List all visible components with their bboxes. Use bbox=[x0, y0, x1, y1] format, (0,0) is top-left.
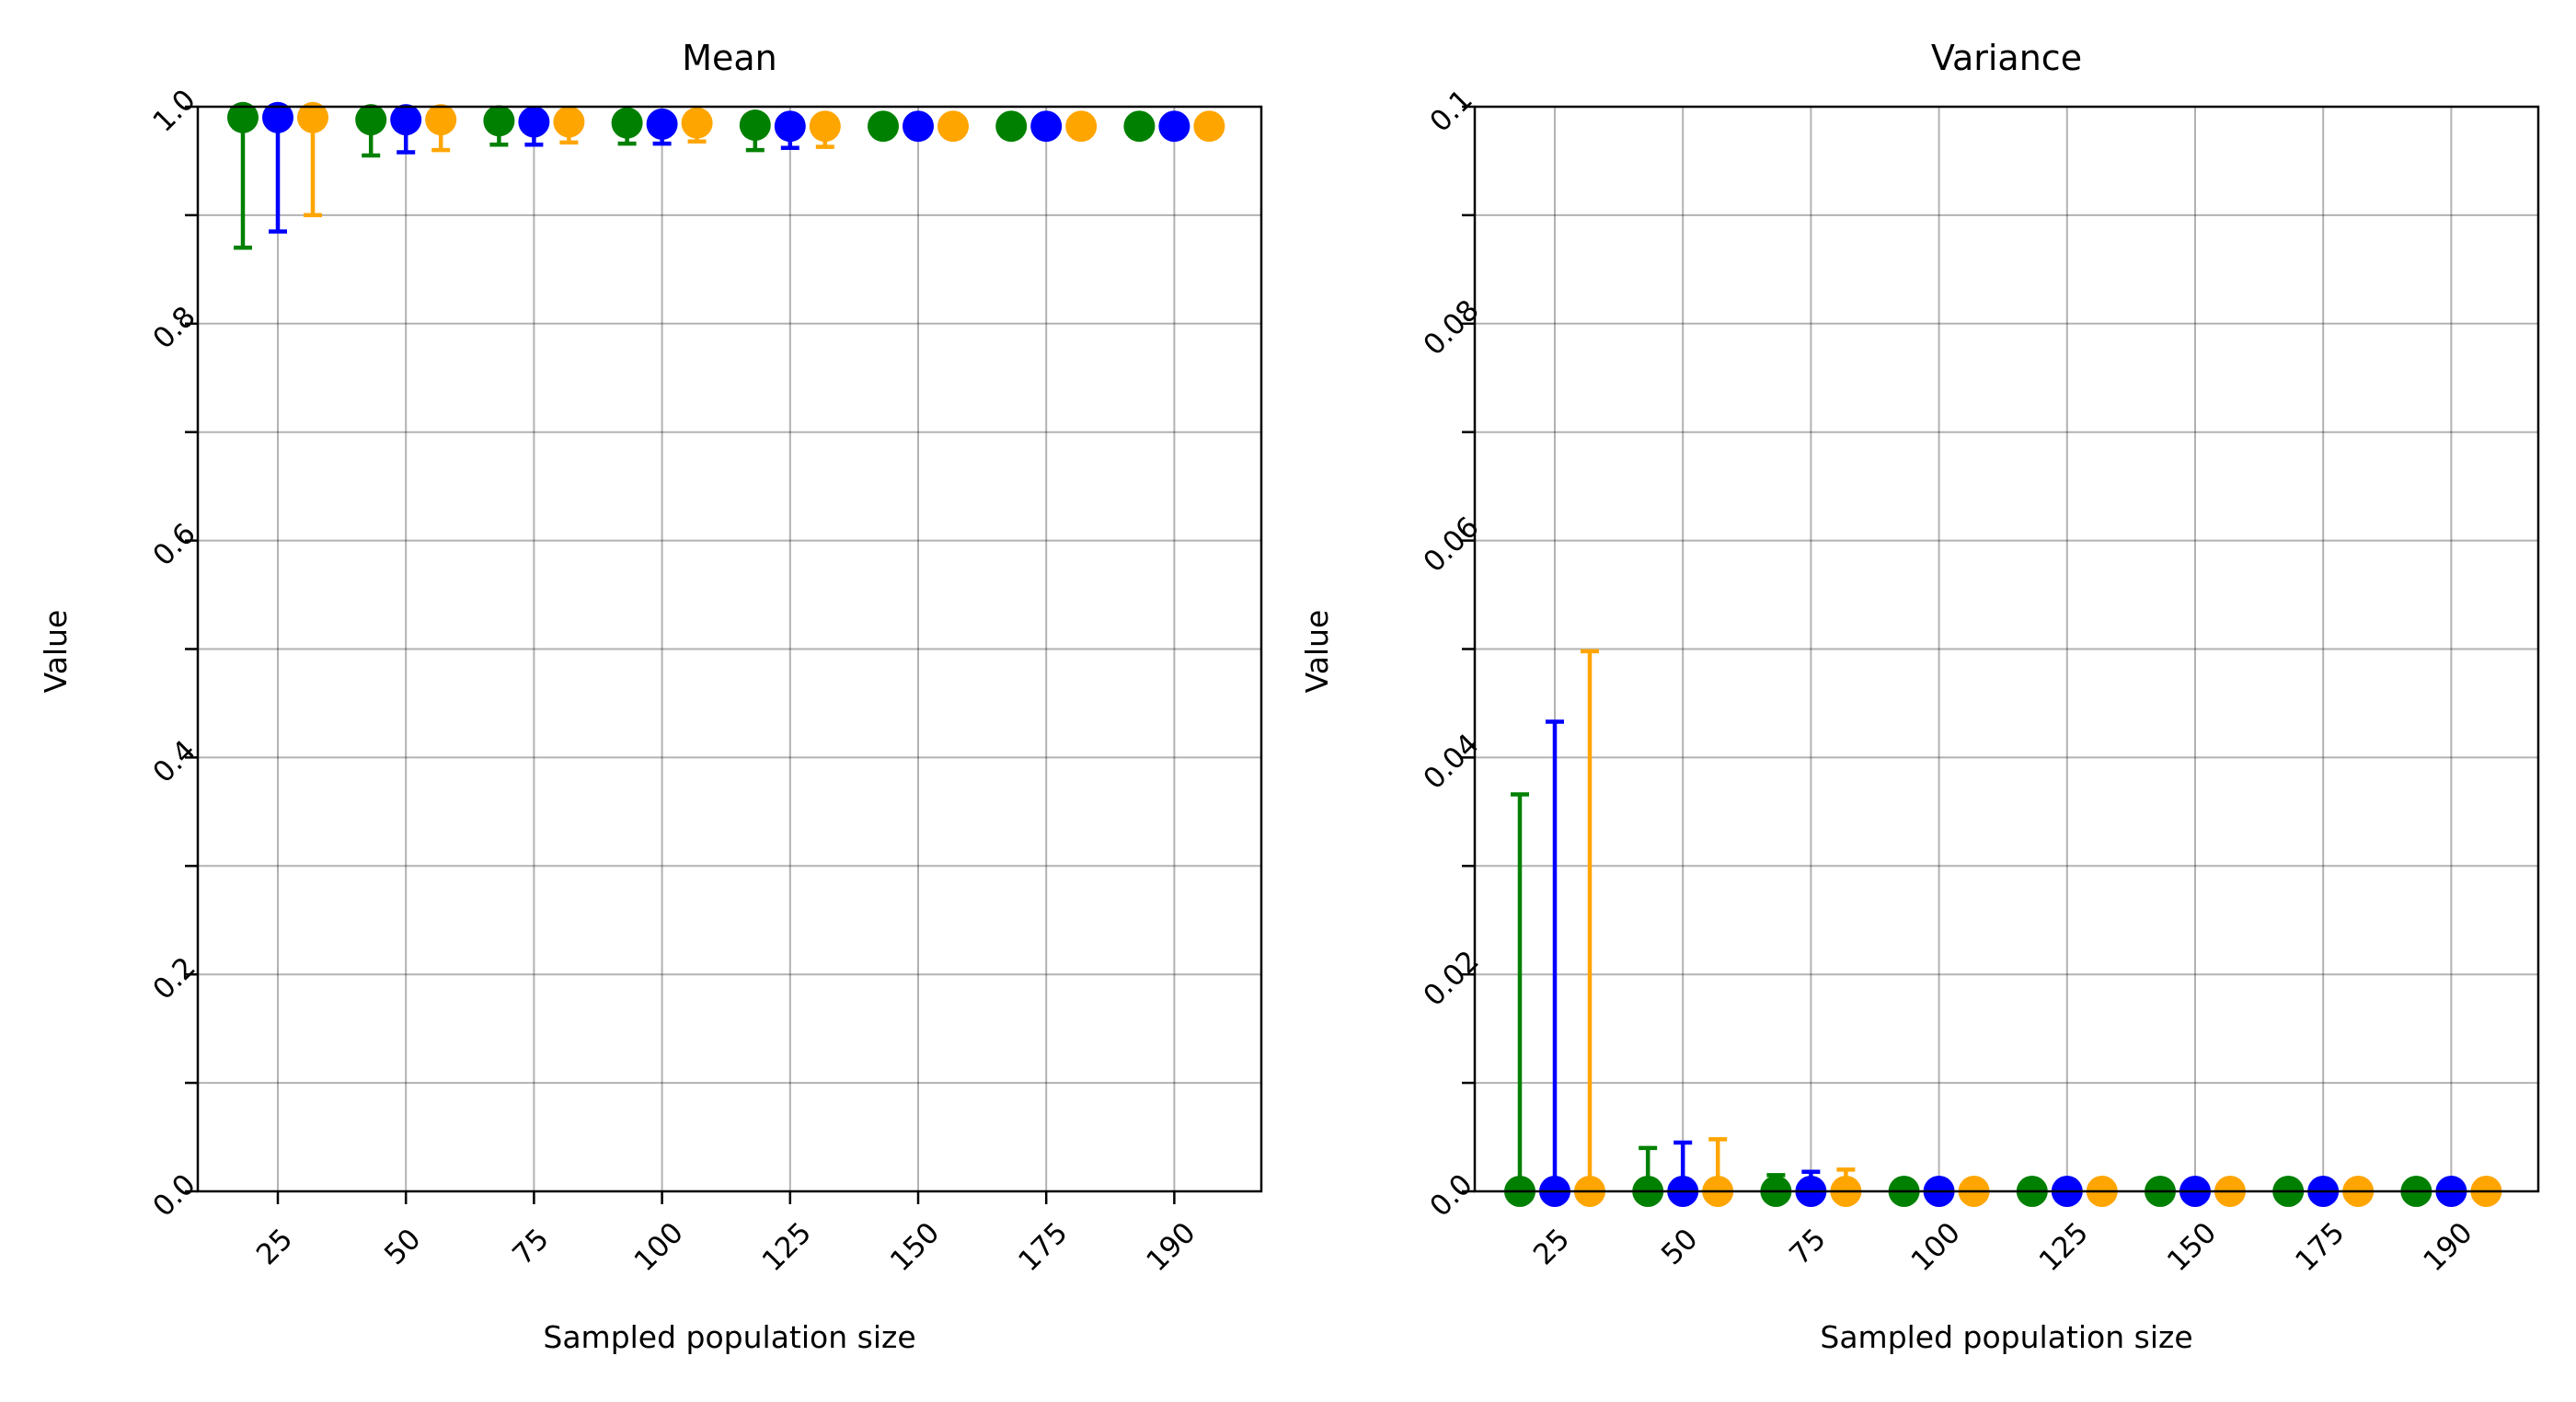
mean-xtick-label-1: 50 bbox=[378, 1223, 427, 1271]
variance-xtick-label-1: 50 bbox=[1655, 1223, 1704, 1271]
mean-green-point-6 bbox=[995, 110, 1028, 143]
mean-xtick-label-4: 125 bbox=[756, 1216, 818, 1278]
mean-orange-point-1 bbox=[425, 104, 457, 136]
mean-blue-point-3 bbox=[646, 108, 678, 140]
mean-blue-point-0 bbox=[262, 101, 293, 133]
mean-blue-point-5 bbox=[903, 110, 934, 143]
mean-xtick-label-3: 100 bbox=[628, 1216, 690, 1278]
mean-title: Mean bbox=[682, 38, 777, 78]
mean-orange-point-5 bbox=[937, 110, 969, 143]
mean-blue-point-7 bbox=[1158, 110, 1190, 143]
mean-panel: Mean Sampled population size Value 0.0 0.… bbox=[38, 38, 1263, 1355]
variance-xtick-label-0: 25 bbox=[1527, 1223, 1576, 1271]
mean-ytick-label-6: 0.6 bbox=[146, 517, 201, 572]
variance-xtick-label-6: 175 bbox=[2289, 1216, 2351, 1278]
mean-green-point-7 bbox=[1123, 110, 1156, 143]
variance-xtick-label-5: 150 bbox=[2161, 1216, 2223, 1278]
mean-xtick-label-6: 175 bbox=[1012, 1216, 1074, 1278]
mean-ytick-label-2: 0.2 bbox=[146, 951, 201, 1006]
mean-orange-point-4 bbox=[809, 110, 841, 143]
mean-xtick-label-5: 150 bbox=[884, 1216, 946, 1278]
variance-xtick-label-2: 75 bbox=[1783, 1223, 1832, 1271]
mean-xtick-label-2: 75 bbox=[506, 1223, 555, 1271]
mean-blue-point-1 bbox=[390, 104, 422, 136]
mean-ytick-label-4: 0.4 bbox=[146, 734, 201, 789]
mean-green-point-4 bbox=[739, 109, 771, 142]
variance-ytick-label-10: 0.1 bbox=[1423, 83, 1478, 138]
mean-orange-point-6 bbox=[1065, 110, 1098, 143]
mean-xtick-label-0: 25 bbox=[250, 1223, 299, 1271]
mean-orange-point-2 bbox=[553, 106, 585, 138]
mean-blue-point-4 bbox=[774, 110, 806, 143]
variance-ylabel: Value bbox=[1299, 610, 1335, 694]
mean-axes-frame bbox=[196, 105, 1263, 1193]
mean-orange-point-0 bbox=[297, 101, 328, 133]
mean-ytick-label-10: 1.0 bbox=[146, 83, 201, 138]
mean-green-point-2 bbox=[483, 105, 515, 137]
mean-orange-point-3 bbox=[681, 107, 713, 139]
mean-blue-point-6 bbox=[1030, 110, 1063, 143]
mean-xlabel: Sampled population size bbox=[543, 1319, 915, 1355]
mean-blue-point-2 bbox=[518, 106, 550, 138]
variance-xtick-label-4: 125 bbox=[2033, 1216, 2095, 1278]
variance-title: Variance bbox=[1931, 38, 2082, 78]
variance-axes-frame bbox=[1473, 105, 2540, 1193]
mean-green-point-1 bbox=[355, 104, 387, 136]
mean-green-point-5 bbox=[868, 110, 899, 143]
variance-panel: Variance Sampled population size Value 0… bbox=[1299, 38, 2540, 1355]
mean-green-point-3 bbox=[611, 107, 643, 139]
mean-xtick-label-7: 190 bbox=[1140, 1216, 1202, 1278]
mean-ylabel: Value bbox=[38, 610, 74, 694]
variance-ytick-label-0: 0.0 bbox=[1423, 1167, 1478, 1223]
variance-xlabel: Sampled population size bbox=[1820, 1319, 2192, 1355]
mean-orange-point-7 bbox=[1193, 110, 1225, 143]
mean-ytick-label-8: 0.8 bbox=[146, 300, 201, 355]
variance-xtick-label-7: 190 bbox=[2417, 1216, 2478, 1278]
mean-ytick-label-0: 0.0 bbox=[146, 1167, 201, 1223]
mean-green-point-0 bbox=[227, 101, 259, 133]
variance-xtick-label-3: 100 bbox=[1905, 1216, 1967, 1278]
